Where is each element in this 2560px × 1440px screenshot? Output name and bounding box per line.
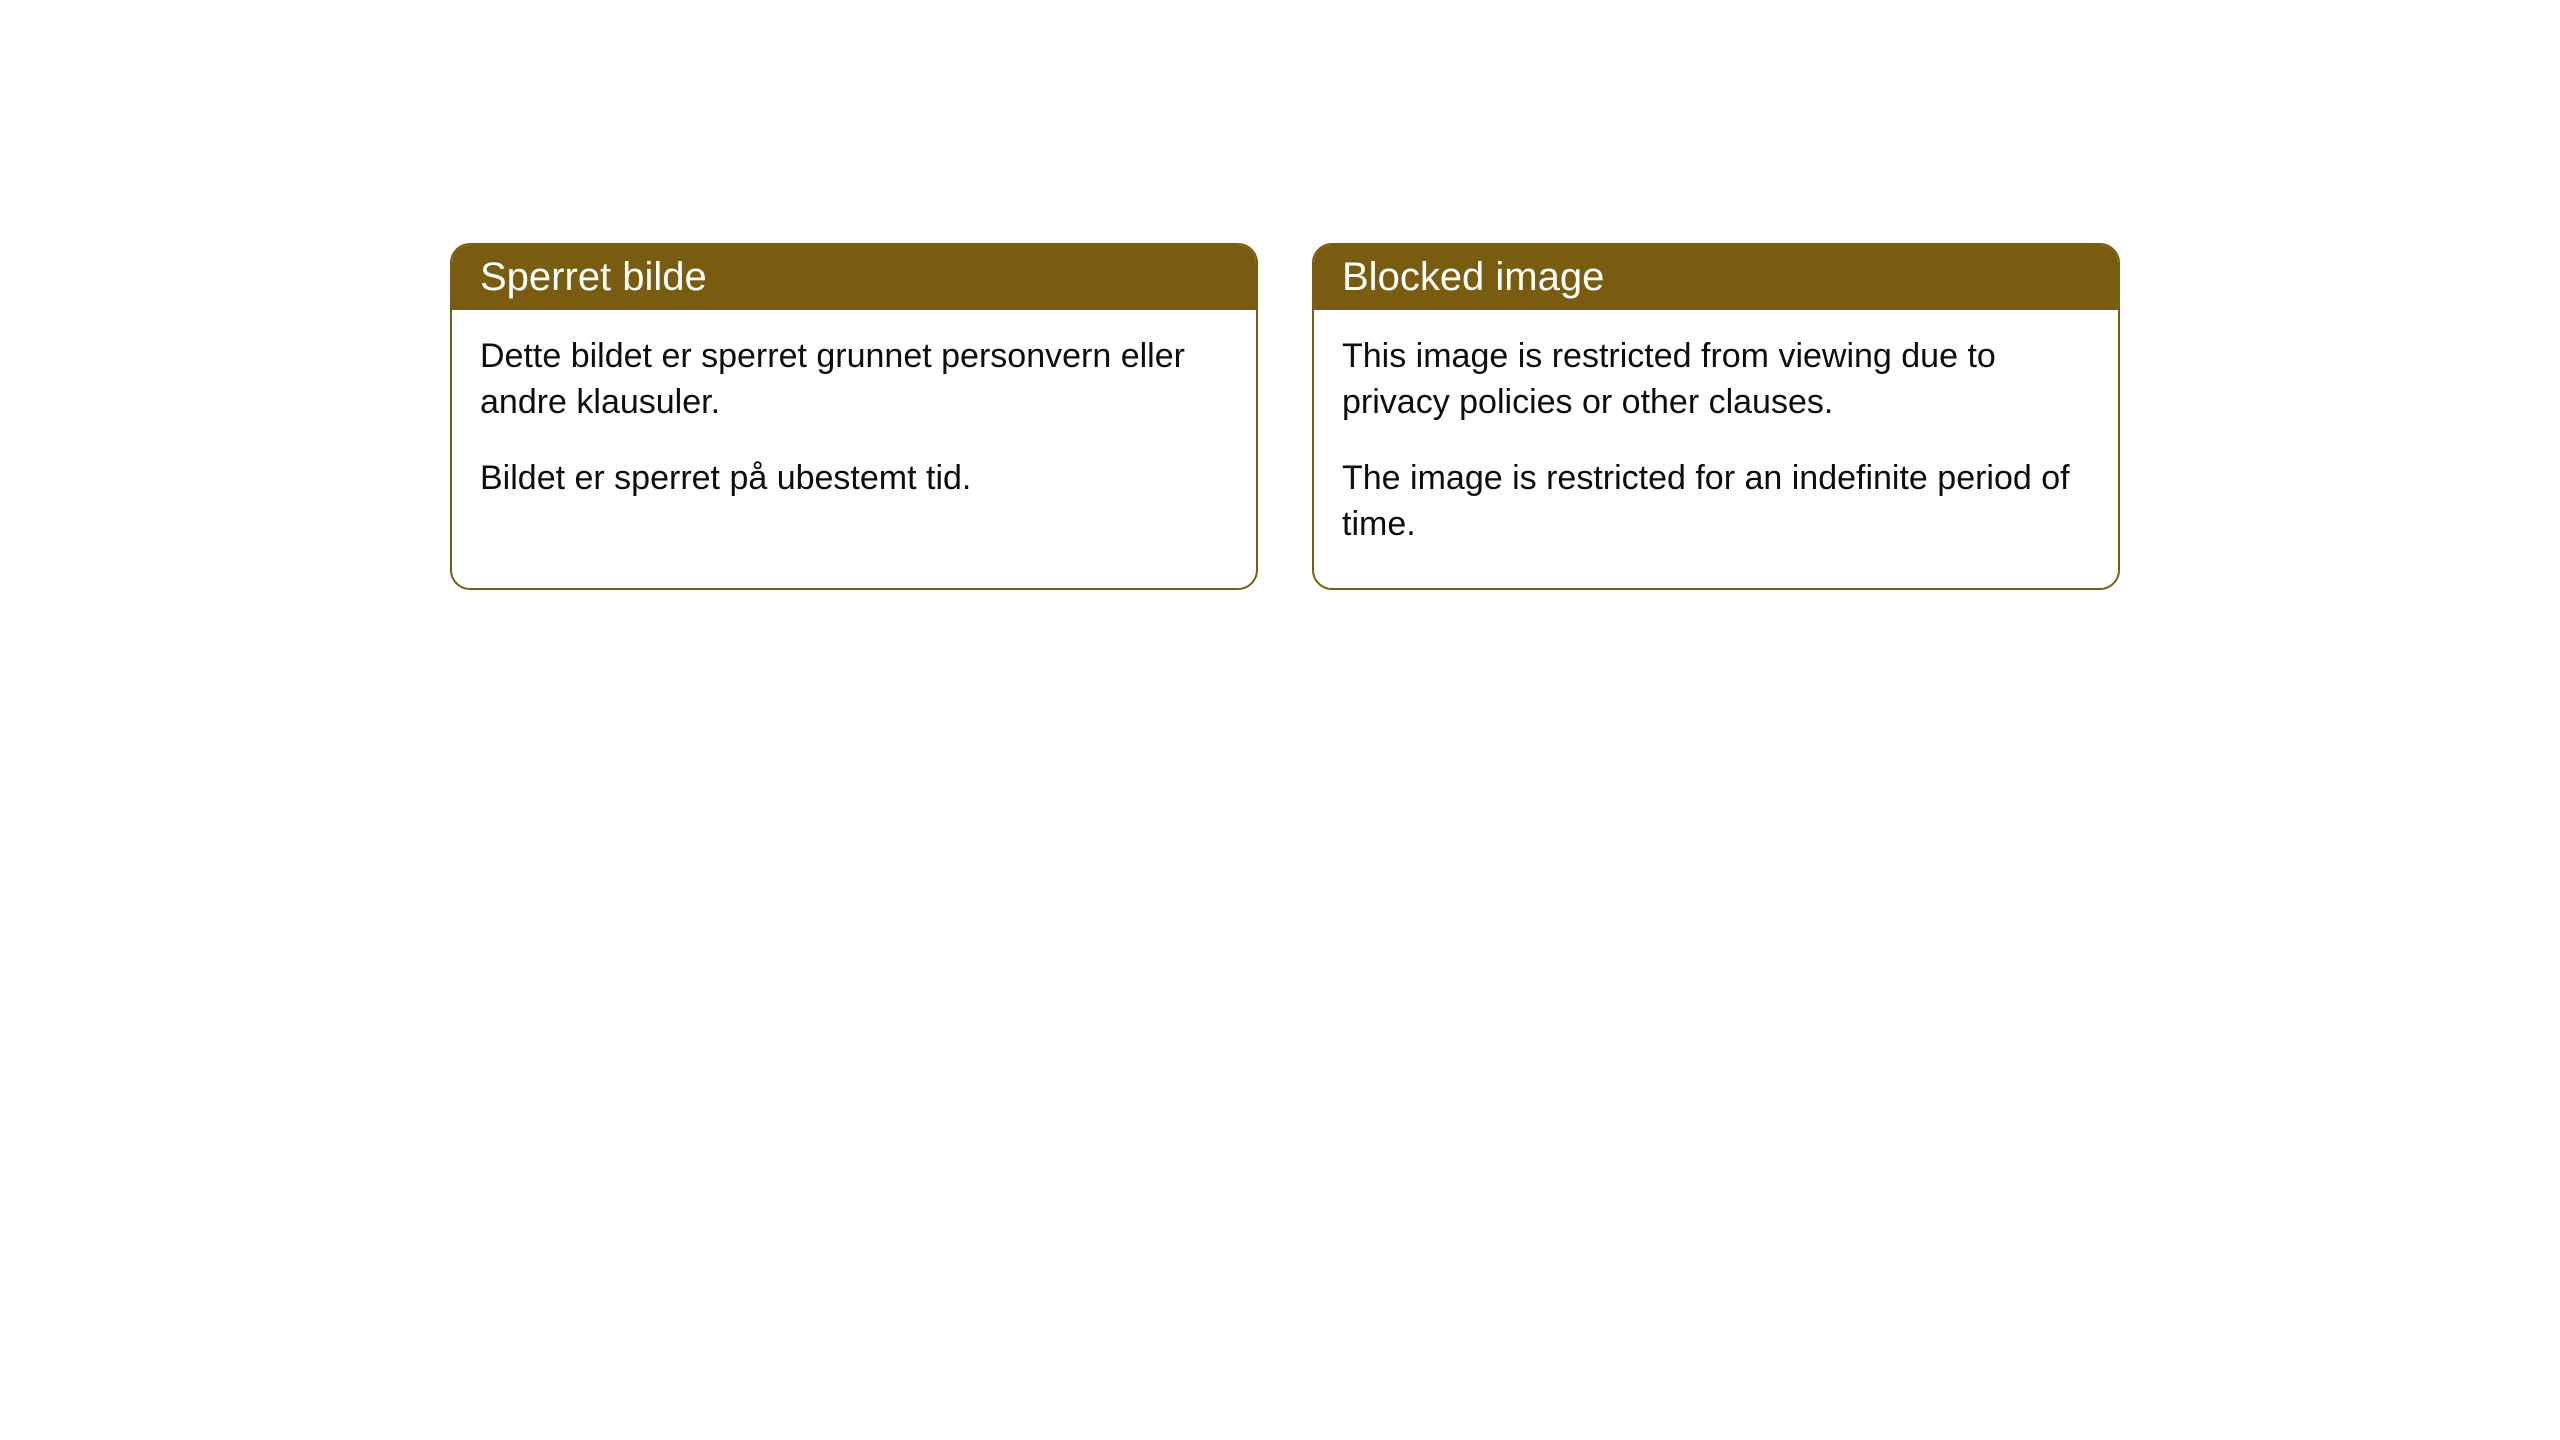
- card-paragraph: This image is restricted from viewing du…: [1342, 334, 2090, 426]
- blocked-image-card-no: Sperret bilde Dette bildet er sperret gr…: [450, 243, 1258, 590]
- notice-container: Sperret bilde Dette bildet er sperret gr…: [0, 0, 2560, 590]
- card-title: Sperret bilde: [452, 245, 1256, 310]
- blocked-image-card-en: Blocked image This image is restricted f…: [1312, 243, 2120, 590]
- card-body: This image is restricted from viewing du…: [1314, 310, 2118, 588]
- card-paragraph: The image is restricted for an indefinit…: [1342, 456, 2090, 548]
- card-paragraph: Dette bildet er sperret grunnet personve…: [480, 334, 1228, 426]
- card-title: Blocked image: [1314, 245, 2118, 310]
- card-body: Dette bildet er sperret grunnet personve…: [452, 310, 1256, 542]
- card-paragraph: Bildet er sperret på ubestemt tid.: [480, 456, 1228, 502]
